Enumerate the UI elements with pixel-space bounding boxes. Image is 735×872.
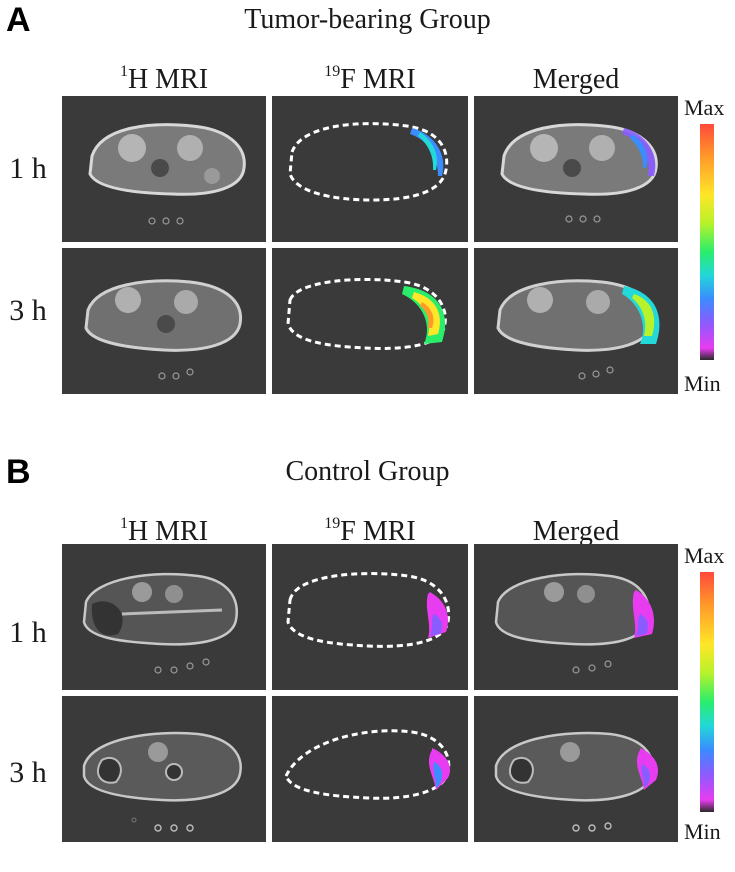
colorbar: [700, 572, 714, 812]
mouse-section-scan: [88, 123, 246, 225]
panel-b: B Control Group 1H MRI 19F MRI Merged 1 …: [0, 452, 735, 872]
column-header-merged: Merged: [474, 56, 678, 96]
column-header-1h-mri: 1H MRI: [62, 56, 266, 96]
column-header-19f-mri: 19F MRI: [272, 56, 468, 96]
colorbar-min-label: Min: [684, 819, 721, 844]
colorbar: [700, 124, 714, 360]
panel-a: A Tumor-bearing Group 1H MRI 19F MRI Mer…: [0, 0, 735, 420]
mri-image-3h-proton: [62, 696, 266, 842]
mri-image-3h-merged: [474, 248, 678, 394]
column-header-1h-mri: 1H MRI: [62, 508, 266, 548]
column-header-merged: Merged: [474, 508, 678, 548]
mri-image-3h-proton: [62, 248, 266, 394]
column-header-sup: 1: [119, 63, 128, 80]
group-title: Control Group: [285, 456, 450, 487]
mri-image-1h-fluorine: [272, 544, 468, 690]
row-label-1h: 1 h: [9, 152, 47, 185]
merged-overlay: [500, 123, 658, 223]
mri-image-1h-fluorine: [272, 96, 468, 242]
column-header-19f-mri: 19F MRI: [272, 508, 468, 548]
group-title: Tumor-bearing Group: [244, 4, 491, 35]
mri-image-1h-proton: [62, 544, 266, 690]
mri-image-1h-proton: [62, 96, 266, 242]
mri-image-1h-merged: [474, 544, 678, 690]
merged-overlay: [496, 279, 660, 380]
panel-letter: A: [6, 1, 31, 39]
mri-image-1h-merged: [474, 96, 678, 242]
column-header-label: F MRI: [340, 64, 416, 95]
panel-letter: B: [6, 453, 31, 491]
column-header-sup: 19: [324, 515, 341, 532]
column-header-label: H MRI: [127, 64, 209, 95]
row-label-3h: 3 h: [9, 756, 47, 789]
mri-image-3h-merged: [474, 696, 678, 842]
column-header-label: F MRI: [340, 516, 416, 547]
column-header-sup: 1: [119, 515, 128, 532]
mri-image-3h-fluorine: [272, 248, 468, 394]
column-header-label: H MRI: [127, 516, 209, 547]
mri-image-3h-fluorine: [272, 696, 468, 842]
column-header-label: Merged: [532, 64, 620, 95]
mouse-section-scan: [82, 731, 242, 832]
column-header-sup: 19: [324, 63, 341, 80]
colorbar-max-label: Max: [684, 95, 725, 120]
fluorine-signal-map: [286, 277, 447, 350]
row-label-3h: 3 h: [9, 294, 47, 327]
colorbar-max-label: Max: [684, 543, 725, 568]
fluorine-signal-map: [288, 122, 449, 202]
merged-overlay: [494, 572, 655, 674]
column-header-label: Merged: [532, 516, 620, 547]
merged-overlay: [494, 731, 659, 832]
fluorine-signal-map: [286, 572, 451, 648]
mouse-section-scan: [82, 572, 238, 674]
row-label-1h: 1 h: [9, 616, 47, 649]
fluorine-signal-map: [284, 729, 451, 800]
mouse-section-scan: [84, 279, 243, 380]
colorbar-min-label: Min: [684, 371, 721, 396]
